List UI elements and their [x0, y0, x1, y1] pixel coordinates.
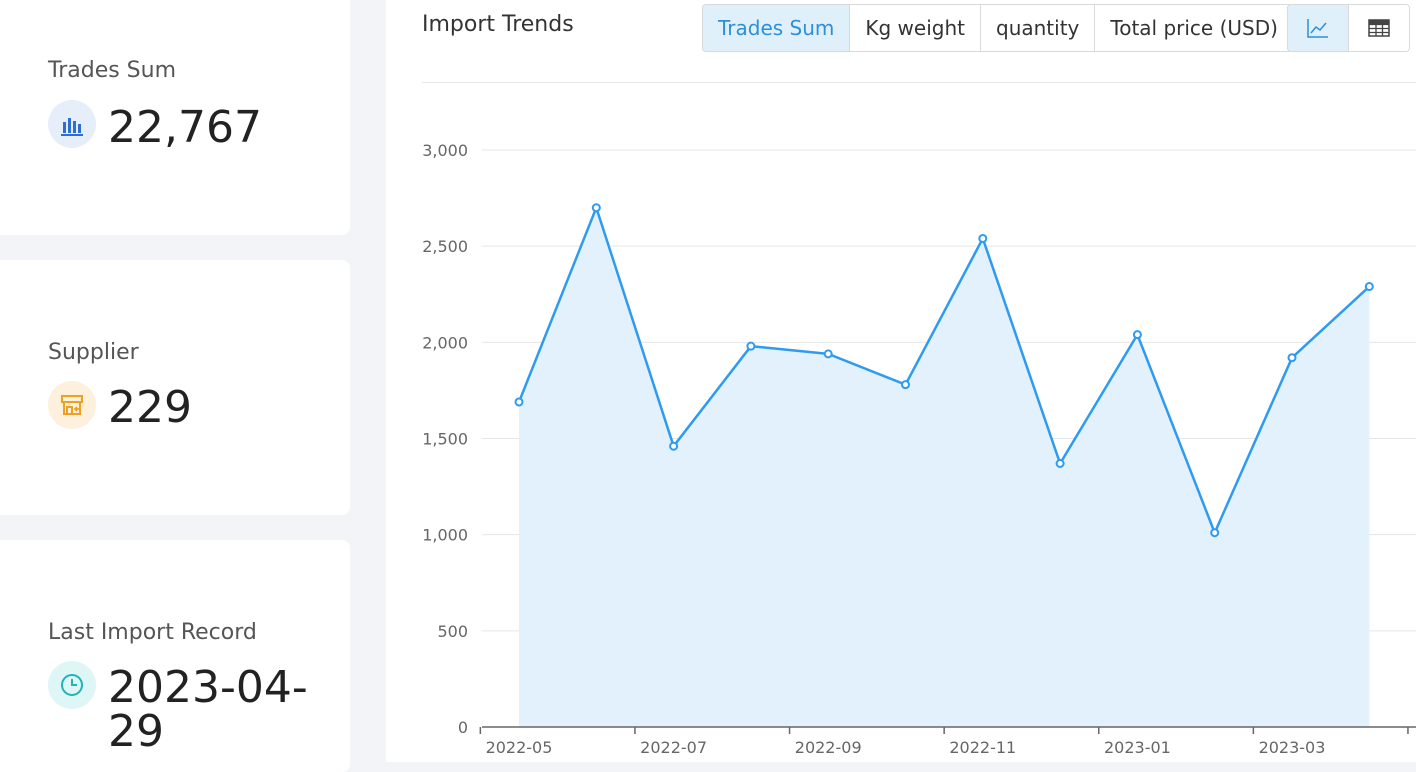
clock-icon — [48, 661, 96, 709]
chart-title: Import Trends — [422, 12, 574, 37]
x-tick-label: 2022-07 — [640, 738, 707, 757]
view-toggle — [1287, 4, 1410, 52]
data-point[interactable] — [1287, 353, 1297, 363]
data-point[interactable] — [1210, 528, 1220, 538]
last-import-label: Last Import Record — [48, 620, 257, 645]
y-tick-label: 2,500 — [422, 237, 468, 256]
x-tick-label: 2022-11 — [949, 738, 1016, 757]
data-point[interactable] — [746, 341, 756, 351]
trades-sum-label: Trades Sum — [48, 58, 177, 83]
supplier-value: 229 — [108, 382, 192, 433]
bar-chart-icon — [48, 100, 96, 148]
table-icon — [1368, 19, 1390, 37]
data-point[interactable] — [514, 397, 524, 407]
header-divider — [422, 82, 1416, 83]
data-point[interactable] — [1055, 459, 1065, 469]
data-point[interactable] — [669, 441, 679, 451]
y-tick-label: 3,000 — [422, 141, 468, 160]
x-tick-label: 2023-03 — [1259, 738, 1326, 757]
series-line — [517, 206, 1371, 534]
series-area — [519, 207, 1370, 727]
x-tick-label: 2022-09 — [795, 738, 862, 757]
line-chart-icon — [1307, 19, 1328, 38]
last-import-value: 2023-04-29 — [108, 662, 308, 757]
data-point[interactable] — [591, 203, 601, 213]
tab-total-price[interactable]: Total price (USD) — [1095, 5, 1293, 51]
y-tick-label: 0 — [458, 718, 468, 737]
y-tick-label: 1,500 — [422, 430, 468, 449]
y-tick-label: 500 — [437, 622, 468, 641]
data-point[interactable] — [978, 233, 988, 243]
import-trends-chart: 0 500 1,000 1,500 2,000 2,500 3,000 2022-05 2022… — [422, 141, 1416, 757]
metric-tabs: Trades Sum Kg weight quantity Total pric… — [702, 4, 1294, 52]
tab-quantity[interactable]: quantity — [981, 5, 1096, 51]
trades-sum-value: 22,767 — [108, 102, 262, 153]
y-tick-label: 2,000 — [422, 333, 468, 352]
import-trends-panel: Import Trends Trades Sum Kg weight quant… — [386, 0, 1416, 762]
tab-trades-sum[interactable]: Trades Sum — [703, 5, 851, 51]
tab-kg-weight[interactable]: Kg weight — [850, 5, 981, 51]
x-tick-label: 2022-05 — [486, 738, 553, 757]
y-tick-label: 1,000 — [422, 526, 468, 545]
table-view-button[interactable] — [1348, 5, 1409, 51]
data-point[interactable] — [901, 380, 910, 390]
data-point[interactable] — [823, 349, 833, 359]
x-tick-label: 2023-01 — [1104, 738, 1171, 757]
supplier-label: Supplier — [48, 340, 139, 365]
data-point[interactable] — [1364, 282, 1374, 292]
store-icon — [48, 381, 96, 429]
line-chart-view-button[interactable] — [1288, 5, 1348, 51]
trades-sum-card: Trades Sum 22,767 — [0, 0, 350, 235]
data-point[interactable] — [1132, 330, 1142, 340]
last-import-card: Last Import Record 2023-04-29 — [0, 540, 350, 772]
supplier-card: Supplier 229 — [0, 260, 350, 515]
